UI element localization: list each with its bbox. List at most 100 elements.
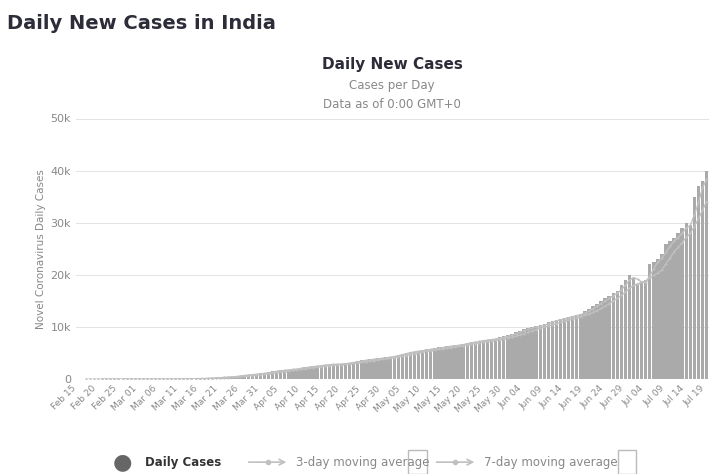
Bar [502, 337, 505, 379]
Bar [482, 340, 485, 379]
Bar [506, 336, 510, 379]
Bar [688, 226, 692, 379]
Bar [234, 376, 238, 379]
Bar [664, 244, 667, 379]
Text: ●: ● [114, 452, 132, 472]
Bar [680, 228, 684, 379]
Bar [299, 368, 303, 379]
Bar [441, 347, 445, 379]
Bar [267, 372, 270, 379]
Bar [340, 364, 343, 379]
Bar [660, 254, 664, 379]
Bar [677, 233, 680, 379]
Bar [283, 370, 286, 379]
Bar [242, 375, 246, 379]
Bar [320, 365, 323, 379]
Bar [498, 337, 502, 379]
Bar [514, 332, 518, 379]
Bar [551, 321, 554, 379]
Y-axis label: Novel Coronavirus Daily Cases: Novel Coronavirus Daily Cases [36, 169, 46, 329]
Bar [433, 348, 437, 379]
Bar [335, 364, 339, 379]
Bar [287, 370, 291, 379]
Bar [510, 334, 513, 379]
Bar [206, 378, 210, 379]
Bar [486, 339, 489, 379]
Bar [531, 327, 534, 379]
Bar [587, 309, 591, 379]
Bar [579, 313, 583, 379]
Bar [437, 347, 440, 379]
Bar [583, 311, 586, 379]
Bar [474, 342, 477, 379]
Bar [421, 350, 424, 379]
Bar [612, 293, 615, 379]
Bar [202, 378, 205, 379]
Bar [567, 317, 570, 379]
Bar [697, 186, 700, 379]
Bar [458, 345, 461, 379]
Bar [328, 365, 331, 379]
Bar [307, 367, 311, 379]
Bar [449, 346, 453, 379]
Bar [356, 361, 359, 379]
Bar [542, 324, 546, 379]
Bar [648, 264, 651, 379]
Bar [376, 358, 380, 379]
Text: Daily New Cases: Daily New Cases [322, 56, 463, 72]
Bar [591, 306, 595, 379]
Bar [254, 374, 258, 379]
Bar [636, 285, 639, 379]
Text: Daily New Cases in India: Daily New Cases in India [7, 14, 276, 33]
Bar [555, 320, 558, 379]
Bar [701, 181, 704, 379]
Bar [522, 329, 526, 379]
Bar [312, 366, 315, 379]
Bar [385, 357, 388, 379]
Bar [628, 275, 631, 379]
Bar [518, 331, 522, 379]
Bar [445, 346, 449, 379]
Bar [380, 358, 384, 379]
Bar [239, 375, 242, 379]
Text: 3-day moving average: 3-day moving average [296, 456, 430, 469]
FancyBboxPatch shape [618, 450, 636, 474]
Bar [275, 371, 278, 379]
Bar [360, 360, 364, 379]
Bar [315, 365, 319, 379]
Bar [231, 376, 234, 379]
Bar [604, 299, 607, 379]
Bar [668, 241, 672, 379]
Bar [222, 377, 226, 379]
Bar [534, 326, 538, 379]
Bar [226, 377, 230, 379]
Bar [251, 374, 254, 379]
Bar [429, 349, 432, 379]
Bar [624, 280, 627, 379]
Bar [652, 262, 656, 379]
Bar [607, 296, 611, 379]
Bar [417, 351, 420, 379]
Bar [705, 171, 709, 379]
Bar [693, 197, 696, 379]
Bar [372, 359, 376, 379]
Bar [210, 378, 213, 379]
Bar [279, 370, 283, 379]
Bar [559, 319, 562, 379]
Bar [526, 328, 530, 379]
Bar [271, 372, 274, 379]
Bar [364, 360, 367, 379]
Bar [656, 259, 659, 379]
Bar [494, 338, 497, 379]
Bar [478, 341, 481, 379]
Bar [575, 315, 578, 379]
Bar [393, 356, 396, 379]
Bar [405, 353, 408, 379]
Bar [332, 364, 335, 379]
Bar [401, 354, 404, 379]
Bar [461, 344, 465, 379]
Bar [547, 322, 550, 379]
Bar [304, 367, 307, 379]
Text: Cases per Day: Cases per Day [349, 80, 435, 92]
Bar [295, 369, 299, 379]
